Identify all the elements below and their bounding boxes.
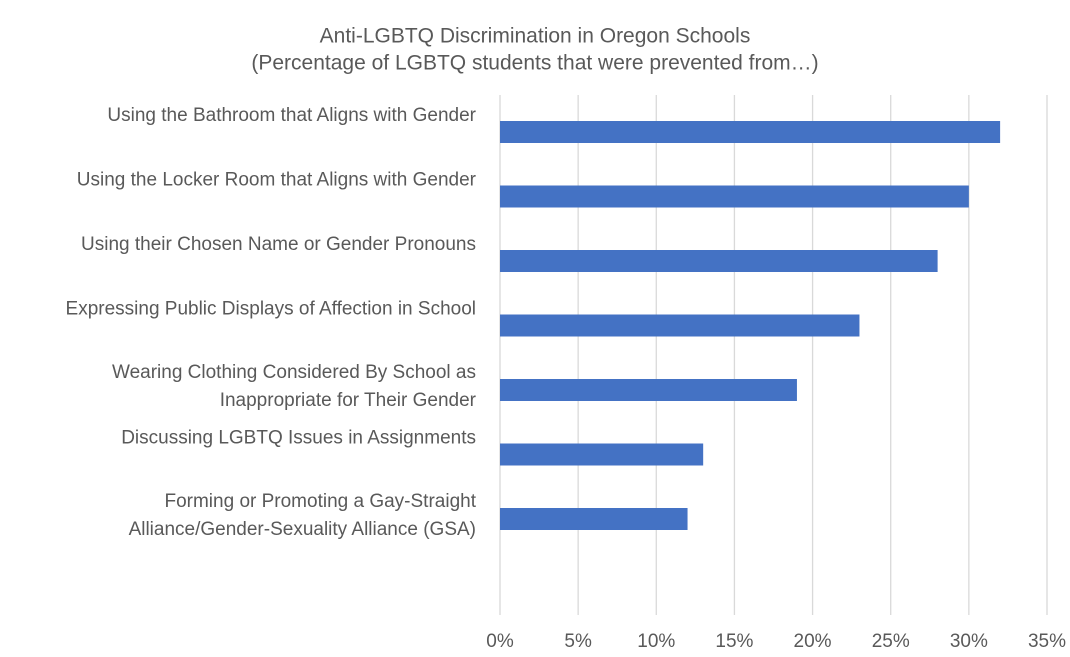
bar bbox=[500, 443, 704, 466]
bar bbox=[500, 314, 860, 337]
bar bbox=[500, 185, 969, 208]
chart-title: Anti-LGBTQ Discrimination in Oregon Scho… bbox=[320, 25, 751, 48]
y-tick-label: Discussing LGBTQ Issues in Assignments bbox=[121, 428, 476, 449]
y-tick-label: Forming or Promoting a Gay-Straight Allia… bbox=[129, 491, 477, 540]
x-tick-label: 35% bbox=[1028, 631, 1066, 652]
y-tick-label: Using the Locker Room that Aligns with G… bbox=[77, 170, 477, 191]
x-tick-label: 15% bbox=[715, 631, 753, 652]
x-tick-label: 30% bbox=[950, 631, 988, 652]
x-tick-label: 0% bbox=[486, 631, 514, 652]
x-tick-label: 25% bbox=[872, 631, 910, 652]
x-tick-label: 5% bbox=[564, 631, 592, 652]
chart-subtitle: (Percentage of LGBTQ students that were … bbox=[251, 52, 818, 75]
x-tick-label: 20% bbox=[794, 631, 832, 652]
bar bbox=[500, 508, 688, 530]
bar bbox=[500, 379, 797, 401]
bar bbox=[500, 121, 1001, 143]
x-tick-label: 10% bbox=[637, 631, 675, 652]
y-tick-label: Wearing Clothing Considered By School as… bbox=[112, 362, 477, 411]
y-tick-label: Using the Bathroom that Aligns with Gend… bbox=[107, 105, 476, 126]
y-tick-label: Using their Chosen Name or Gender Pronou… bbox=[81, 234, 476, 255]
y-tick-label: Expressing Public Displays of Affection … bbox=[66, 299, 476, 320]
bar bbox=[500, 250, 938, 272]
